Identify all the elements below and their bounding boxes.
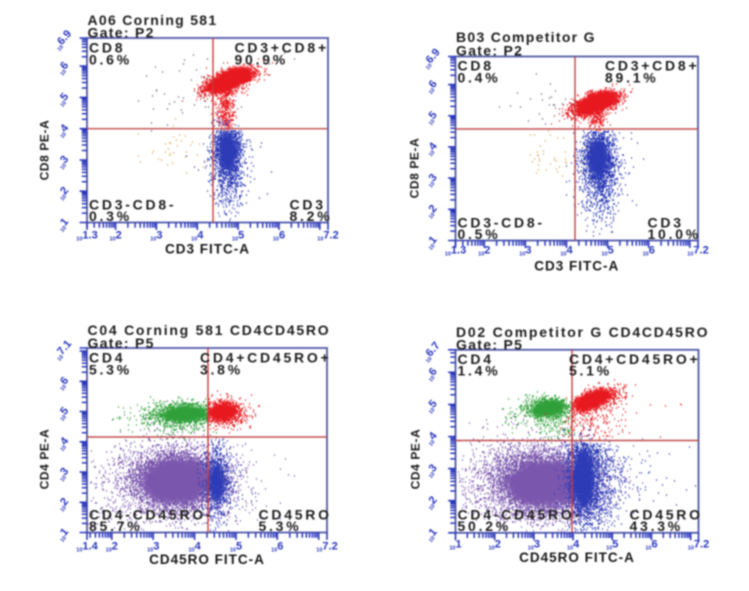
svg-text:Gate: P5: Gate: P5 xyxy=(456,337,523,353)
svg-text:CD4+CD45RO+: CD4+CD45RO+ xyxy=(569,351,700,367)
svg-text:CD3-CD8-: CD3-CD8- xyxy=(458,215,545,231)
svg-text:106: 106 xyxy=(643,245,655,258)
svg-text:CD3-CD8-: CD3-CD8- xyxy=(89,197,176,213)
svg-text:103: 103 xyxy=(528,538,540,551)
svg-text:107.2: 107.2 xyxy=(316,540,337,553)
svg-text:CD3: CD3 xyxy=(290,197,326,213)
svg-text:8.2%: 8.2% xyxy=(290,208,333,224)
svg-text:CD4: CD4 xyxy=(458,351,494,367)
svg-text:D02 Competitor G CD4CD45RO: D02 Competitor G CD4CD45RO xyxy=(456,324,709,340)
svg-text:5.3%: 5.3% xyxy=(259,518,302,534)
svg-text:CD45RO: CD45RO xyxy=(630,506,703,522)
svg-text:103: 103 xyxy=(519,245,531,258)
svg-text:CD3+CD8+: CD3+CD8+ xyxy=(605,58,699,74)
svg-text:CD8: CD8 xyxy=(89,40,125,56)
svg-text:CD45RO FITC-A: CD45RO FITC-A xyxy=(149,552,265,567)
svg-text:104: 104 xyxy=(191,229,204,242)
svg-text:104: 104 xyxy=(560,245,573,258)
svg-text:106: 106 xyxy=(273,229,285,242)
svg-text:105: 105 xyxy=(230,540,242,553)
svg-text:0.4%: 0.4% xyxy=(458,69,501,85)
svg-text:CD4-CD45RO-: CD4-CD45RO- xyxy=(89,507,213,523)
svg-text:C04 Corning 581 CD4CD45RO: C04 Corning 581 CD4CD45RO xyxy=(88,322,331,338)
svg-text:CD4-CD45RO-: CD4-CD45RO- xyxy=(458,506,582,522)
svg-text:89.1%: 89.1% xyxy=(605,69,658,85)
svg-text:CD8 PE-A: CD8 PE-A xyxy=(407,138,421,199)
svg-text:CD8 PE-A: CD8 PE-A xyxy=(38,120,52,181)
svg-text:1.4%: 1.4% xyxy=(458,363,501,379)
svg-text:CD45RO FITC-A: CD45RO FITC-A xyxy=(519,550,635,565)
svg-text:107.2: 107.2 xyxy=(687,245,708,258)
svg-text:CD3 FITC-A: CD3 FITC-A xyxy=(165,242,250,257)
svg-text:101.4: 101.4 xyxy=(76,540,98,553)
svg-text:103: 103 xyxy=(147,540,159,553)
svg-text:105: 105 xyxy=(232,229,244,242)
svg-text:5.1%: 5.1% xyxy=(569,363,612,379)
svg-text:101: 101 xyxy=(449,538,461,551)
svg-text:101.3: 101.3 xyxy=(445,245,466,258)
svg-text:A06 Corning 581: A06 Corning 581 xyxy=(88,12,218,28)
svg-text:104: 104 xyxy=(188,540,201,553)
svg-text:CD4: CD4 xyxy=(89,350,125,366)
svg-text:50.2%: 50.2% xyxy=(458,518,511,534)
svg-text:CD3: CD3 xyxy=(648,215,684,231)
svg-text:0.6%: 0.6% xyxy=(89,51,132,67)
svg-text:85.7%: 85.7% xyxy=(89,518,142,534)
svg-text:10.0%: 10.0% xyxy=(648,226,701,242)
svg-text:5.3%: 5.3% xyxy=(89,361,132,377)
svg-text:B03 Competitor G: B03 Competitor G xyxy=(456,29,596,45)
svg-text:106: 106 xyxy=(271,540,283,553)
svg-text:0.5%: 0.5% xyxy=(458,226,501,242)
svg-text:CD3 FITC-A: CD3 FITC-A xyxy=(534,259,619,274)
svg-text:3.8%: 3.8% xyxy=(200,361,243,377)
svg-text:106: 106 xyxy=(645,538,657,551)
svg-text:102: 102 xyxy=(478,245,490,258)
svg-text:CD4 PE-A: CD4 PE-A xyxy=(37,429,51,490)
svg-text:105: 105 xyxy=(601,245,613,258)
svg-text:102: 102 xyxy=(106,540,118,553)
svg-text:107.2: 107.2 xyxy=(317,229,338,242)
svg-text:0.3%: 0.3% xyxy=(89,208,132,224)
svg-text:101.3: 101.3 xyxy=(76,229,97,242)
svg-text:105: 105 xyxy=(606,538,618,551)
svg-text:Gate: P2: Gate: P2 xyxy=(456,42,523,58)
svg-text:CD8: CD8 xyxy=(458,58,494,74)
svg-text:90.9%: 90.9% xyxy=(235,51,288,67)
svg-text:102: 102 xyxy=(489,538,501,551)
svg-text:102: 102 xyxy=(109,229,121,242)
svg-text:Gate: P2: Gate: P2 xyxy=(88,24,155,40)
svg-text:43.3%: 43.3% xyxy=(630,518,683,534)
svg-text:Gate: P5: Gate: P5 xyxy=(88,335,155,351)
svg-text:CD45RO: CD45RO xyxy=(259,507,332,523)
svg-text:CD3+CD8+: CD3+CD8+ xyxy=(235,40,329,56)
svg-text:104: 104 xyxy=(567,538,580,551)
svg-text:107.2: 107.2 xyxy=(688,538,709,551)
svg-text:103: 103 xyxy=(150,229,162,242)
svg-text:CD4 PE-A: CD4 PE-A xyxy=(409,429,423,490)
svg-text:CD4+CD45RO+: CD4+CD45RO+ xyxy=(200,350,331,366)
